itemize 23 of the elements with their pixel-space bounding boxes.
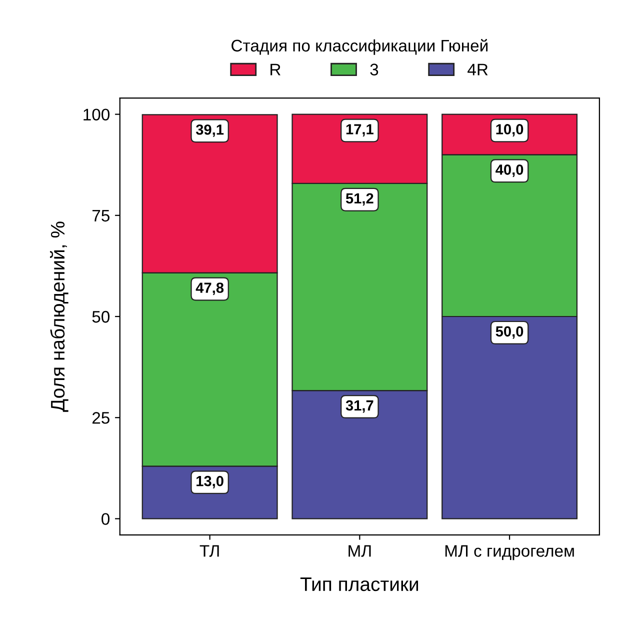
x-tick-label: МЛ с гидрогелем: [445, 545, 574, 560]
legend-label: 4R: [468, 64, 488, 76]
data-label: 40,0: [496, 164, 524, 177]
data-label: 17,1: [346, 124, 374, 136]
data-label: 47,8: [196, 282, 224, 296]
y-tick-label: 100: [84, 108, 110, 120]
x-tick-label: МЛ: [348, 545, 371, 557]
data-label: 50,0: [496, 326, 524, 339]
x-axis-title: Тип пластики: [300, 578, 418, 592]
legend-label: 3: [370, 64, 378, 76]
y-tick-label: 50: [92, 310, 110, 323]
data-label: 13,0: [196, 476, 224, 488]
y-tick-label: 25: [92, 412, 110, 424]
y-axis-title: Доля наблюдений, %: [50, 222, 68, 412]
legend-title: Стадия по классификации Гюней: [232, 39, 488, 55]
data-label: 39,1: [196, 124, 224, 137]
legend-label: R: [270, 64, 280, 76]
x-tick-label: ТЛ: [200, 545, 219, 557]
data-label: 51,2: [346, 193, 374, 206]
y-tick-label: 0: [102, 513, 110, 525]
data-label: 31,7: [346, 400, 374, 413]
y-tick-label: 75: [92, 210, 110, 222]
data-label: 10,0: [496, 124, 524, 136]
